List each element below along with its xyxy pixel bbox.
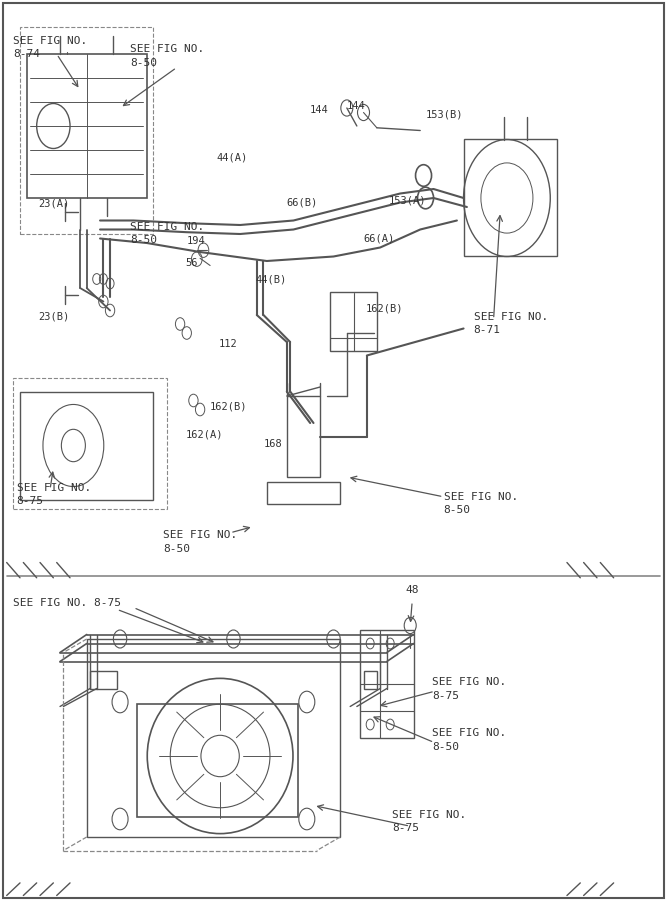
Bar <box>27 54 147 198</box>
Text: 44(B): 44(B) <box>255 274 287 284</box>
Text: SEE FIG NO.: SEE FIG NO. <box>432 677 506 688</box>
Text: 8-50: 8-50 <box>432 742 459 752</box>
Text: 162(B): 162(B) <box>366 303 403 314</box>
Text: SEE FIG NO.: SEE FIG NO. <box>163 530 237 541</box>
Text: SEE FIG NO.: SEE FIG NO. <box>432 728 506 739</box>
Text: 8-50: 8-50 <box>444 505 470 516</box>
Text: 8-75: 8-75 <box>432 690 459 701</box>
Text: 162(B): 162(B) <box>210 401 247 412</box>
Bar <box>360 630 414 738</box>
Text: 153(B): 153(B) <box>426 109 463 120</box>
Text: SEE FIG NO.: SEE FIG NO. <box>130 221 204 232</box>
Text: 23(B): 23(B) <box>39 311 70 322</box>
Text: 8-50: 8-50 <box>163 544 190 554</box>
Bar <box>137 704 298 817</box>
Text: 8-71: 8-71 <box>474 325 500 336</box>
Text: 153(A): 153(A) <box>389 195 426 206</box>
Text: 8-75: 8-75 <box>392 823 419 833</box>
Bar <box>464 140 557 256</box>
Bar <box>330 292 377 351</box>
Text: 144: 144 <box>310 104 329 115</box>
Text: SEE FIG NO.: SEE FIG NO. <box>392 809 466 820</box>
Text: 66(B): 66(B) <box>287 197 318 208</box>
Text: 8-74: 8-74 <box>13 49 40 59</box>
Text: SEE FIG NO. 8-75: SEE FIG NO. 8-75 <box>13 598 121 608</box>
Bar <box>20 27 153 234</box>
Text: SEE FIG NO.: SEE FIG NO. <box>474 311 548 322</box>
Text: 48: 48 <box>406 585 419 596</box>
Text: 162(A): 162(A) <box>185 429 223 440</box>
Text: 112: 112 <box>219 338 237 349</box>
Text: SEE FIG NO.: SEE FIG NO. <box>17 482 91 493</box>
Text: 168: 168 <box>263 438 282 449</box>
Text: SEE FIG NO.: SEE FIG NO. <box>130 44 204 55</box>
Text: SEE FIG NO.: SEE FIG NO. <box>13 35 87 46</box>
Text: 44(A): 44(A) <box>217 152 248 163</box>
Text: 66(A): 66(A) <box>364 233 395 244</box>
Text: 144: 144 <box>347 101 366 112</box>
Text: SEE FIG NO.: SEE FIG NO. <box>444 491 518 502</box>
Text: 56: 56 <box>185 257 198 268</box>
Text: 194: 194 <box>187 236 205 247</box>
Bar <box>287 396 320 477</box>
Text: 8-50: 8-50 <box>130 58 157 68</box>
Bar <box>13 378 167 508</box>
Text: 8-75: 8-75 <box>17 496 43 507</box>
Text: 23(A): 23(A) <box>39 198 70 209</box>
Bar <box>87 639 340 837</box>
Bar <box>267 482 340 504</box>
Text: 8-50: 8-50 <box>130 235 157 246</box>
Bar <box>20 392 153 500</box>
